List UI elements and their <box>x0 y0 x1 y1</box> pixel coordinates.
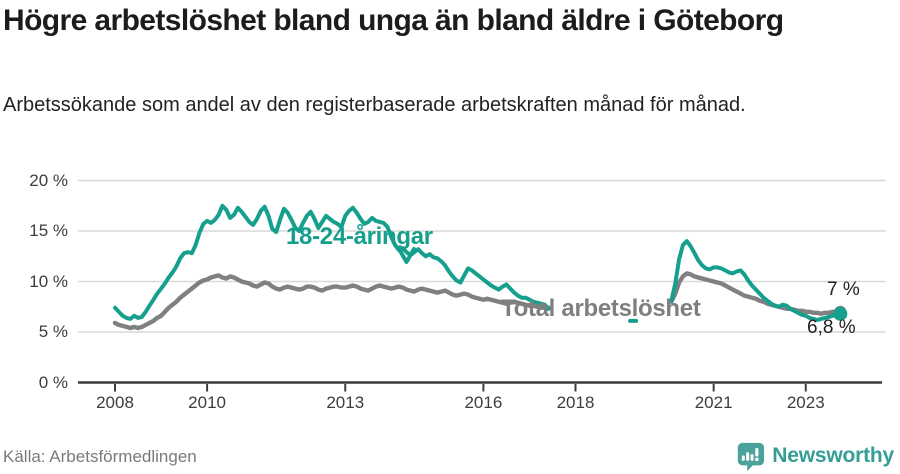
y-axis-tick-label: 0 % <box>38 372 68 392</box>
series-line-total <box>669 271 843 316</box>
source-note: Källa: Arbetsförmedlingen <box>3 447 197 466</box>
x-axis-tick-label: 2023 <box>786 393 825 412</box>
x-axis-tick-label: 2008 <box>96 393 134 412</box>
series-line-young <box>113 203 551 321</box>
y-axis-tick-label: 20 % <box>29 170 68 190</box>
young-label-arrow <box>397 247 416 264</box>
series-line-young <box>669 239 843 322</box>
newsworthy-logo: Newsworthy <box>735 441 894 471</box>
chart-subtitle: Arbetssökande som andel av den registerb… <box>3 94 746 116</box>
newsworthy-speech-bubble-chart-icon <box>738 442 765 471</box>
end-dot-young <box>833 306 848 321</box>
x-axis-tick-label: 2013 <box>326 393 365 412</box>
series-label-total: Total arbetslöshet <box>501 295 701 322</box>
x-axis-tick-label: 2010 <box>188 393 226 412</box>
x-axis-tick-label: 2018 <box>556 393 595 412</box>
series-label-young: 18-24-åringar <box>286 223 433 250</box>
end-value-label-total: 7 % <box>827 279 860 300</box>
end-value-label-young: 6,8 % <box>807 317 856 338</box>
y-axis-tick-label: 10 % <box>29 271 68 291</box>
y-axis-tick-label: 5 % <box>38 322 68 341</box>
y-axis-tick-label: 15 % <box>29 221 68 240</box>
x-axis-tick-label: 2021 <box>694 393 733 412</box>
series-line-total <box>112 273 551 331</box>
x-axis-tick-label: 2016 <box>464 393 503 412</box>
chart-title: Högre arbetslöshet bland unga än bland ä… <box>3 4 784 37</box>
newsworthy-wordmark: Newsworthy <box>772 444 894 467</box>
